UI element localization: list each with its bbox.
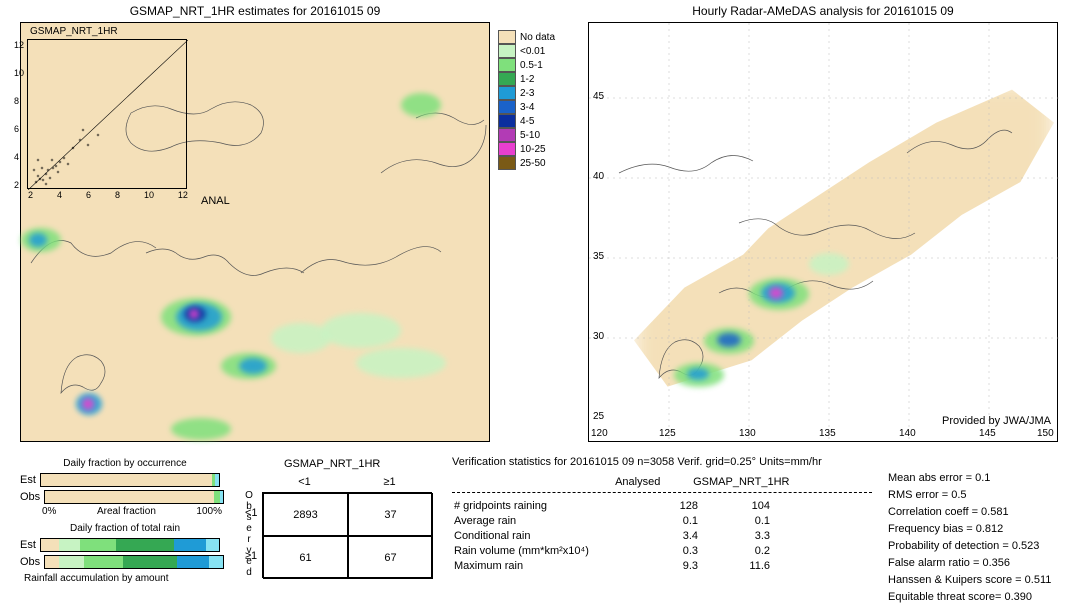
axis-mid: Areal fraction [97, 506, 156, 517]
x-tick: 135 [819, 428, 836, 439]
bar-row-label: Obs [20, 491, 40, 503]
fraction-occurrence: Daily fraction by occurrence Est Obs 0% … [20, 458, 230, 584]
verif-metrics: Mean abs error = 0.1RMS error = 0.5Corre… [888, 470, 1051, 606]
rain-blob [29, 233, 47, 247]
verif-metric: Equitable threat score= 0.390 [888, 589, 1051, 606]
bar-total-est [40, 538, 220, 552]
verif-metric: False alarm ratio = 0.356 [888, 555, 1051, 572]
map-attribution: Provided by JWA/JMA [942, 415, 1051, 427]
rain-blob [321, 313, 401, 348]
y-tick: 35 [593, 251, 604, 262]
y-tick: 30 [593, 331, 604, 342]
verif-row: Average rain0.10.1 [454, 515, 788, 528]
ct-cell: 2893 [263, 493, 348, 536]
bar-occurrence-obs [44, 490, 224, 504]
fraction-occurrence-title: Daily fraction by occurrence [20, 458, 230, 469]
verif-metric: Frequency bias = 0.812 [888, 521, 1051, 538]
right-map-title: Hourly Radar-AMeDAS analysis for 2016101… [588, 4, 1058, 18]
x-tick: 150 [1037, 428, 1054, 439]
inset-y-ticks: 246 81012 [14, 40, 24, 190]
rain-blob [239, 358, 267, 374]
legend-row: 0.5-1 [498, 58, 555, 72]
left-map: GSMAP_NRT_1HR 246 81012 246 81012 ANAL [20, 22, 490, 442]
bar-row-label: Est [20, 474, 36, 486]
color-legend: No data<0.010.5-11-22-33-44-55-1010-2525… [498, 30, 555, 170]
fraction-total-title: Daily fraction of total rain [20, 523, 230, 534]
ct-row-label: <1 [245, 507, 258, 519]
verif-metric: RMS error = 0.5 [888, 487, 1051, 504]
ct-cell: 61 [263, 536, 348, 579]
verif-col-analysed: Analysed [615, 476, 690, 488]
y-tick: 40 [593, 171, 604, 182]
bar-total-obs [44, 555, 224, 569]
x-tick: 120 [591, 428, 608, 439]
rain-blob [401, 93, 441, 117]
verif-row: Rain volume (mm*km²x10⁴)0.30.2 [454, 545, 788, 558]
legend-row: No data [498, 30, 555, 44]
legend-row: 10-25 [498, 142, 555, 156]
x-tick: 125 [659, 428, 676, 439]
verif-row: Maximum rain9.311.6 [454, 560, 788, 573]
fraction-footer: Rainfall accumulation by amount [24, 573, 230, 584]
verif-table: # gridpoints raining128104 Average rain0.… [452, 498, 790, 575]
rain-blob [189, 309, 199, 319]
legend-row: 5-10 [498, 128, 555, 142]
verif-heading: Verification statistics for 20161015 09 … [452, 456, 822, 468]
anal-label: ANAL [201, 195, 230, 207]
rain-blob [717, 333, 741, 347]
x-tick: 140 [899, 428, 916, 439]
x-tick: 130 [739, 428, 756, 439]
verif-metric: Correlation coeff = 0.581 [888, 504, 1051, 521]
observed-side-label: Observed [244, 490, 254, 578]
rain-blob [171, 418, 231, 440]
verif-col-gsmap: GSMAP_NRT_1HR [693, 476, 813, 488]
legend-row: <0.01 [498, 44, 555, 58]
contingency-table: 2893 37 61 67 <1 ≥1 [262, 492, 432, 578]
legend-row: 25-50 [498, 156, 555, 170]
bar-occurrence-est [40, 473, 220, 487]
x-tick: 145 [979, 428, 996, 439]
verif-divider [452, 492, 872, 493]
scatter-inset-title: GSMAP_NRT_1HR [30, 26, 118, 37]
rain-blob [356, 348, 446, 378]
right-map: 45 40 35 30 25 120 125 130 135 140 145 1… [588, 22, 1058, 442]
verif-metric: Mean abs error = 0.1 [888, 470, 1051, 487]
rain-blob [82, 398, 94, 410]
axis-100: 100% [196, 506, 222, 517]
contingency-header: GSMAP_NRT_1HR [284, 458, 380, 470]
legend-row: 1-2 [498, 72, 555, 86]
verif-metric: Probability of detection = 0.523 [888, 538, 1051, 555]
verif-metric: Hanssen & Kuipers score = 0.511 [888, 572, 1051, 589]
verif-row: Conditional rain3.43.3 [454, 530, 788, 543]
rain-blob [809, 253, 849, 275]
rain-blob [687, 368, 709, 380]
bar-row-label: Obs [20, 556, 40, 568]
bar-row-label: Est [20, 539, 36, 551]
axis-0: 0% [42, 506, 56, 517]
ct-cell: 67 [348, 536, 433, 579]
legend-row: 2-3 [498, 86, 555, 100]
inset-x-ticks: 246 81012 [28, 190, 188, 200]
y-tick: 45 [593, 91, 604, 102]
scatter-inset: GSMAP_NRT_1HR 246 81012 246 81012 [27, 39, 187, 189]
legend-row: 3-4 [498, 100, 555, 114]
rain-blob [769, 287, 783, 299]
left-map-title: GSMAP_NRT_1HR estimates for 20161015 09 [20, 4, 490, 18]
ct-row-label: ≥1 [245, 550, 257, 562]
verif-row: # gridpoints raining128104 [454, 500, 788, 513]
ct-cell: 37 [348, 493, 433, 536]
legend-row: 4-5 [498, 114, 555, 128]
contingency-col-labels: <1 ≥1 [262, 476, 432, 488]
right-map-coast [589, 23, 1059, 443]
y-tick: 25 [593, 411, 604, 422]
